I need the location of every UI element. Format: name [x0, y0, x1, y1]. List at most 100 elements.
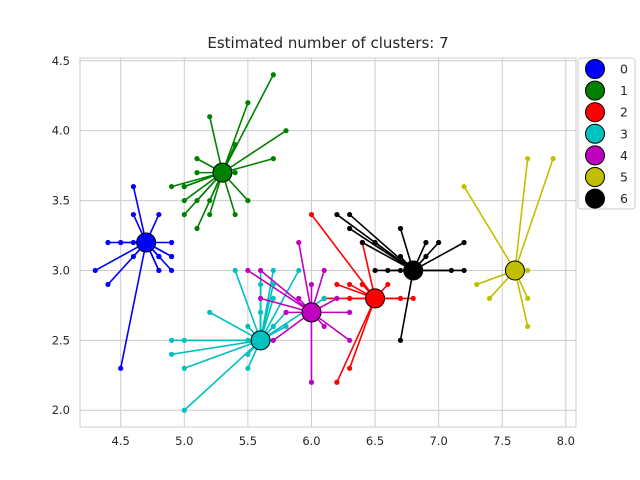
cluster-3-point [245, 365, 251, 371]
cluster-1-point [194, 197, 200, 204]
cluster-centers [136, 162, 525, 351]
axes-border [79, 57, 577, 428]
cluster-3-point [245, 337, 251, 343]
cluster-1-point [181, 211, 187, 218]
cluster-3-point [321, 295, 327, 302]
x-tick-label: 7.5 [493, 434, 511, 448]
x-tick-label: 8.0 [557, 434, 575, 448]
cluster-4-point [257, 295, 264, 302]
cluster-1-point [181, 197, 187, 204]
cluster-6-center [403, 260, 424, 281]
cluster-3-link [259, 270, 300, 341]
cluster-2-point [410, 295, 416, 302]
cluster-4-center [301, 302, 322, 323]
legend-marker-2 [585, 102, 605, 123]
cluster-1-link [221, 74, 275, 173]
cluster-5-center [504, 260, 525, 281]
cluster-1-point [168, 183, 175, 190]
legend-label-3: 3 [620, 126, 628, 141]
cluster-4-point [296, 239, 302, 246]
cluster-2-point [347, 281, 353, 288]
cluster-1-point [232, 211, 238, 218]
cluster-1-point [194, 170, 200, 176]
cluster-2-point [347, 295, 353, 302]
cluster-2-center [365, 288, 386, 309]
cluster-0-point [130, 183, 137, 190]
cluster-4-point [308, 281, 315, 288]
cluster-2-point [334, 379, 340, 385]
x-tick-label: 4.5 [112, 434, 130, 448]
cluster-3-point [296, 267, 302, 274]
axes-frame [79, 57, 577, 428]
cluster-5-link [514, 158, 529, 271]
x-tick-label: 6.5 [366, 434, 384, 448]
cluster-0-center [136, 232, 157, 253]
chart-title: Estimated number of clusters: 7 [207, 34, 448, 52]
cluster-5-point [461, 183, 467, 190]
cluster-2-point [308, 211, 315, 218]
cluster-6-point [461, 267, 467, 274]
cluster-1-point [207, 114, 213, 120]
legend-marker-6 [585, 188, 605, 209]
cluster-6-point [359, 239, 365, 246]
cluster-3-point [181, 365, 187, 371]
cluster-6-link [399, 270, 414, 341]
cluster-6-point [334, 211, 340, 218]
x-tick-label: 5.5 [239, 434, 257, 448]
cluster-3-point [181, 407, 187, 413]
cluster-4-point [296, 295, 302, 302]
x-tick-label: 5.0 [175, 434, 193, 448]
cluster-3-point [283, 323, 289, 329]
cluster-6-point [347, 211, 353, 218]
cluster-1-point [232, 170, 238, 176]
cluster-0-point [105, 239, 111, 246]
cluster-3-point [270, 295, 276, 302]
cluster-3-point [270, 267, 276, 274]
cluster-3-link [234, 270, 262, 341]
cluster-4-link [247, 269, 312, 314]
cluster-0-link [119, 242, 147, 369]
cluster-6-point [423, 239, 429, 246]
legend-label-5: 5 [620, 170, 628, 185]
cluster-3-point [232, 267, 238, 274]
cluster-6-link [349, 213, 414, 272]
cluster-4-point [245, 267, 251, 274]
cluster-6-point [372, 267, 378, 274]
cluster-1-point [245, 100, 251, 106]
cluster-5-point [525, 267, 531, 274]
cluster-1-point [270, 156, 276, 162]
cluster-1-point [207, 197, 213, 204]
x-axis-ticks: 4.5 5.0 5.5 6.0 6.5 7.0 7.5 8.0 [112, 434, 575, 448]
cluster-0-point [156, 267, 162, 274]
y-tick-label: 2.0 [52, 403, 70, 417]
cluster-links [94, 74, 554, 411]
cluster-5-link [514, 158, 554, 271]
cluster-6-point [385, 267, 391, 274]
cluster-1-link [222, 130, 287, 174]
y-tick-label: 4.5 [52, 54, 70, 68]
cluster-1-point [194, 156, 200, 162]
cluster-0-point [105, 281, 111, 288]
y-axis-ticks: 2.0 2.5 3.0 3.5 4.0 4.5 [52, 54, 70, 417]
cluster-3-point [168, 337, 175, 343]
cluster-6-point [448, 267, 454, 274]
cluster-5-point [550, 156, 556, 162]
legend-label-2: 2 [620, 105, 628, 120]
cluster-1-point [270, 72, 276, 78]
cluster-0-point [168, 239, 175, 246]
cluster-1-point [232, 142, 238, 148]
cluster-0-point [156, 211, 162, 218]
legend-label-6: 6 [620, 191, 628, 206]
cluster-5-point [525, 156, 531, 162]
cluster-0-point [92, 267, 98, 274]
legend-marker-1 [585, 80, 605, 101]
cluster-3-point [168, 351, 175, 357]
cluster-3-point [270, 323, 276, 329]
legend-marker-0 [585, 59, 605, 79]
cluster-3-point [245, 323, 251, 329]
legend-label-1: 1 [620, 83, 628, 98]
cluster-2-point [334, 281, 340, 288]
cluster-5-point [525, 323, 531, 329]
x-tick-label: 7.0 [429, 434, 447, 448]
